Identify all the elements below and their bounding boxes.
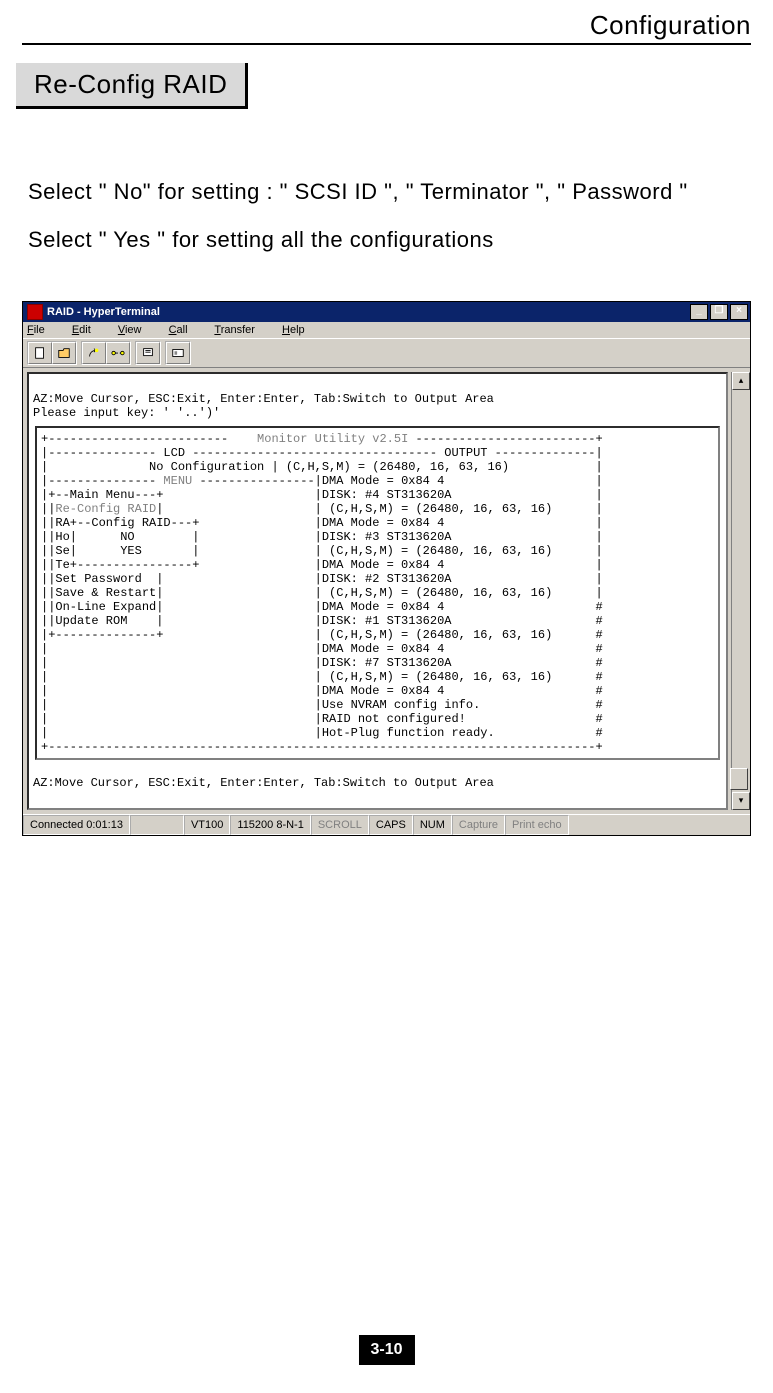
maximize-button[interactable]: ❐	[710, 304, 728, 320]
menu-file[interactable]: File	[27, 324, 57, 336]
close-button[interactable]: ×	[730, 304, 748, 320]
menu-transfer[interactable]: Transfer	[214, 324, 267, 336]
page-number: 3-10	[358, 1335, 414, 1365]
window-titlebar[interactable]: RAID - HyperTerminal _ ❐ ×	[23, 302, 750, 322]
page-header: Configuration	[22, 10, 751, 41]
minimize-button[interactable]: _	[690, 304, 708, 320]
menu-help[interactable]: Help	[282, 324, 317, 336]
hyperterminal-window: RAID - HyperTerminal _ ❐ × File Edit Vie…	[22, 301, 751, 836]
status-baud: 115200 8-N-1	[230, 815, 310, 835]
scroll-down-icon[interactable]: ▾	[732, 792, 750, 810]
status-bar: Connected 0:01:13 VT100 115200 8-N-1 SCR…	[23, 814, 750, 835]
header-rule	[22, 43, 751, 45]
instruction-line-2: Select " Yes " for setting all the confi…	[28, 227, 751, 253]
status-print-echo: Print echo	[505, 815, 569, 835]
status-scroll: SCROLL	[311, 815, 369, 835]
terminal-output: AZ:Move Cursor, ESC:Exit, Enter:Enter, T…	[27, 372, 728, 810]
client-area: ▴ ▾ AZ:Move Cursor, ESC:Exit, Enter:Ente…	[23, 368, 750, 814]
status-capture: Capture	[452, 815, 505, 835]
term-hint-top1: AZ:Move Cursor, ESC:Exit, Enter:Enter, T…	[33, 392, 494, 406]
status-connected: Connected 0:01:13	[23, 815, 130, 835]
toolbar-open-icon[interactable]	[52, 342, 76, 364]
menu-edit[interactable]: Edit	[72, 324, 103, 336]
toolbar	[23, 338, 750, 368]
status-num: NUM	[413, 815, 452, 835]
status-caps: CAPS	[369, 815, 413, 835]
term-hint-top2: Please input key: ' '..')'	[33, 406, 220, 420]
toolbar-disconnect-icon[interactable]	[106, 342, 130, 364]
status-emulation: VT100	[184, 815, 230, 835]
toolbar-send-icon[interactable]	[136, 342, 160, 364]
terminal-inner: +------------------------- Monitor Utili…	[35, 426, 720, 760]
toolbar-properties-icon[interactable]	[166, 342, 190, 364]
toolbar-connect-icon[interactable]	[82, 342, 106, 364]
scrollbar[interactable]: ▴ ▾	[731, 372, 748, 810]
term-hint-bottom: AZ:Move Cursor, ESC:Exit, Enter:Enter, T…	[33, 776, 494, 790]
app-icon	[27, 304, 43, 320]
menu-call[interactable]: Call	[169, 324, 200, 336]
section-heading-box: Re-Config RAID	[16, 63, 248, 109]
instruction-line-1: Select " No" for setting : " SCSI ID ", …	[28, 179, 751, 205]
menu-bar: File Edit View Call Transfer Help	[23, 322, 750, 338]
status-spacer	[130, 815, 184, 835]
menu-view[interactable]: View	[118, 324, 154, 336]
scroll-up-icon[interactable]: ▴	[732, 372, 750, 390]
toolbar-new-icon[interactable]	[28, 342, 52, 364]
scroll-thumb[interactable]	[730, 768, 748, 790]
window-title: RAID - HyperTerminal	[47, 306, 160, 318]
